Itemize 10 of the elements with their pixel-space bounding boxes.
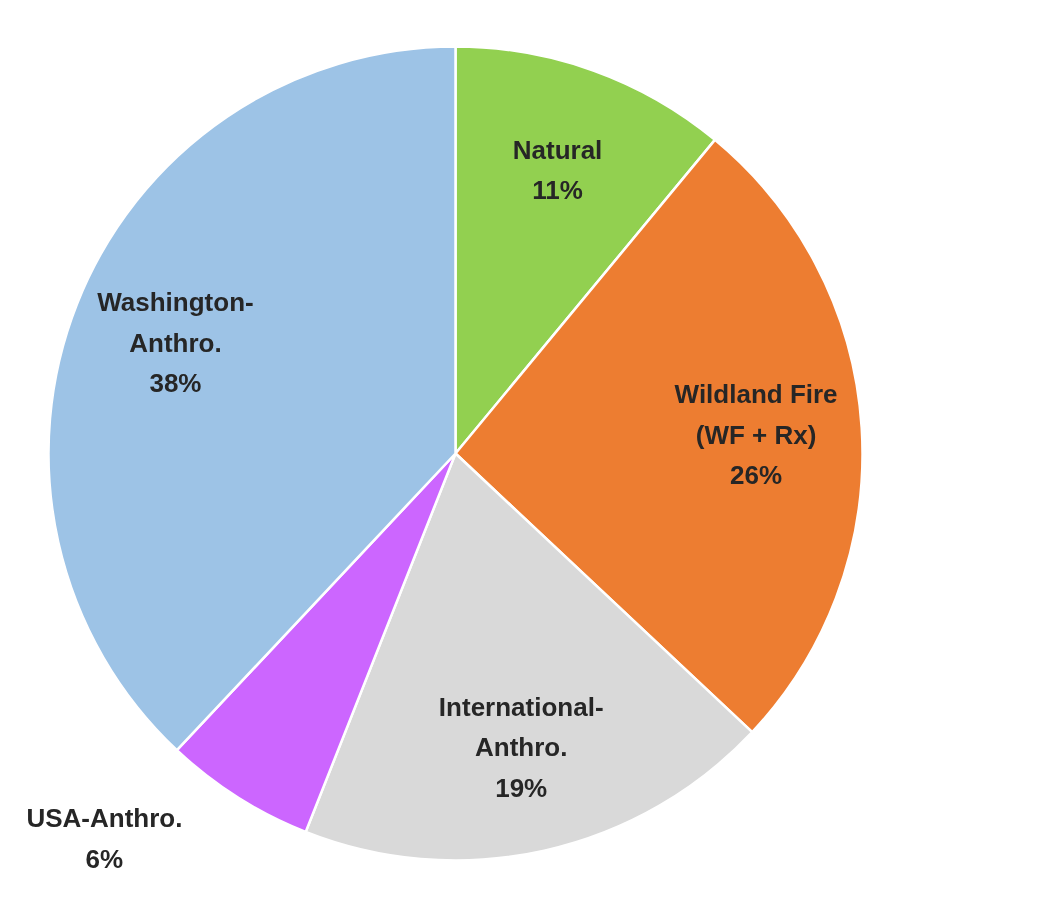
slice-label: Wildland Fire (WF + Rx) (674, 379, 838, 450)
slice-label: Washington-Anthro. (97, 287, 254, 358)
data-label: 38% (149, 368, 202, 399)
data-label: 19% (495, 772, 548, 803)
data-label: 26% (730, 460, 783, 491)
slice-label: Natural (512, 134, 603, 165)
slice-label: USA-Anthro. (26, 803, 183, 834)
slice-label: International-Anthro. (438, 691, 604, 763)
data-label: 6% (85, 843, 124, 874)
data-label: 11% (532, 175, 583, 206)
